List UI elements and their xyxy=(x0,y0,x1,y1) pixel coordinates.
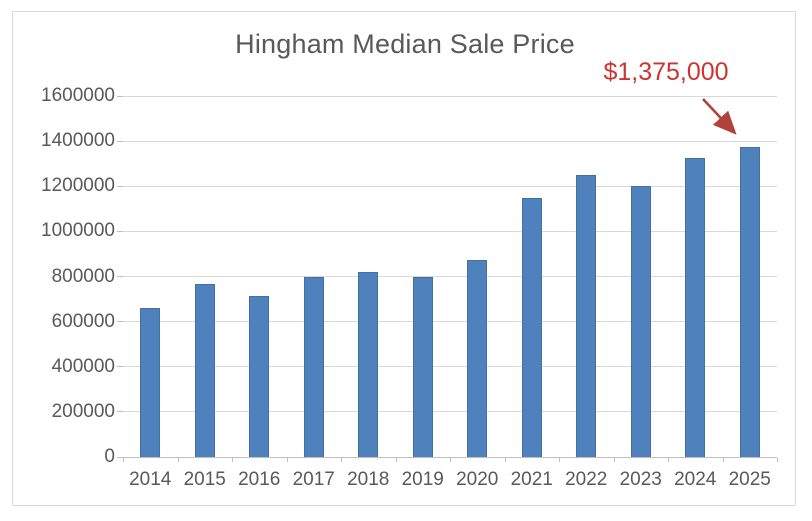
bar-2015 xyxy=(194,284,215,457)
x-axis-label-2018: 2018 xyxy=(347,469,390,490)
y-tick-400000 xyxy=(117,366,123,368)
bar-2021 xyxy=(521,197,542,457)
y-axis-label-200000: 200000 xyxy=(51,400,115,422)
x-tick-0 xyxy=(123,458,124,462)
y-tick-600000 xyxy=(117,321,123,323)
x-axis-label-2014: 2014 xyxy=(129,469,172,490)
gridline-400000 xyxy=(123,366,777,368)
y-tick-1000000 xyxy=(117,230,123,232)
x-tick-10 xyxy=(668,458,669,462)
x-tick-9 xyxy=(613,458,615,462)
y-tick-1400000 xyxy=(117,140,123,142)
x-tick-8 xyxy=(559,458,560,462)
x-tick-7 xyxy=(504,458,506,462)
annotation-arrow xyxy=(702,98,737,135)
y-tick-0 xyxy=(117,456,123,458)
y-axis-label-1200000: 1200000 xyxy=(41,175,115,197)
x-tick-4 xyxy=(341,458,342,462)
gridline-1400000 xyxy=(123,140,777,142)
gridline-800000 xyxy=(123,276,777,277)
gridline-1600000 xyxy=(123,95,777,97)
x-axis-label-2025: 2025 xyxy=(728,469,771,490)
x-tick-end xyxy=(777,458,778,462)
gridline-1000000 xyxy=(123,230,777,232)
x-axis-label-2023: 2023 xyxy=(619,469,662,490)
y-tick-1200000 xyxy=(117,185,123,187)
x-tick-1 xyxy=(177,458,179,462)
bar-2022 xyxy=(576,174,597,457)
y-tick-800000 xyxy=(117,276,123,277)
bar-2016 xyxy=(249,295,270,457)
x-tick-5 xyxy=(395,458,397,462)
y-tick-1600000 xyxy=(117,95,123,97)
plot-area xyxy=(117,95,778,462)
gridline-600000 xyxy=(123,321,777,323)
bar-2020 xyxy=(467,259,488,457)
y-axis-label-600000: 600000 xyxy=(51,310,115,332)
annotation-label: $1,375,000 xyxy=(603,58,729,86)
x-axis-label-2015: 2015 xyxy=(183,469,226,490)
bar-2014 xyxy=(140,308,161,457)
x-axis-line xyxy=(123,457,777,458)
x-tick-11 xyxy=(722,458,724,462)
bar-2023 xyxy=(630,186,651,457)
x-axis-label-2024: 2024 xyxy=(674,469,717,490)
x-axis-label-2019: 2019 xyxy=(401,469,444,490)
x-axis-label-2022: 2022 xyxy=(565,469,608,490)
x-tick-6 xyxy=(450,458,451,462)
x-axis-label-2017: 2017 xyxy=(292,469,335,490)
x-axis-label-2021: 2021 xyxy=(510,469,553,490)
x-tick-2 xyxy=(232,458,233,462)
y-axis-label-0: 0 xyxy=(104,446,115,467)
bar-2019 xyxy=(412,276,433,457)
bar-2024 xyxy=(685,158,706,457)
y-tick-200000 xyxy=(117,411,123,413)
x-tick-3 xyxy=(286,458,288,462)
y-axis-label-1600000: 1600000 xyxy=(41,85,115,106)
chart-title: Hingham Median Sale Price xyxy=(235,29,575,59)
y-axis-label-1000000: 1000000 xyxy=(41,220,115,242)
x-axis-label-2020: 2020 xyxy=(456,469,499,490)
y-axis-label-400000: 400000 xyxy=(51,355,115,377)
y-axis-label-1400000: 1400000 xyxy=(41,130,115,152)
gridline-1200000 xyxy=(123,185,777,187)
gridline-200000 xyxy=(123,411,777,413)
annotation-arrow-line xyxy=(702,98,737,135)
x-axis-label-2016: 2016 xyxy=(238,469,281,490)
y-axis-label-800000: 800000 xyxy=(51,265,115,287)
bar-2018 xyxy=(358,272,379,457)
bar-2017 xyxy=(303,276,324,457)
bar-2025 xyxy=(739,146,760,457)
